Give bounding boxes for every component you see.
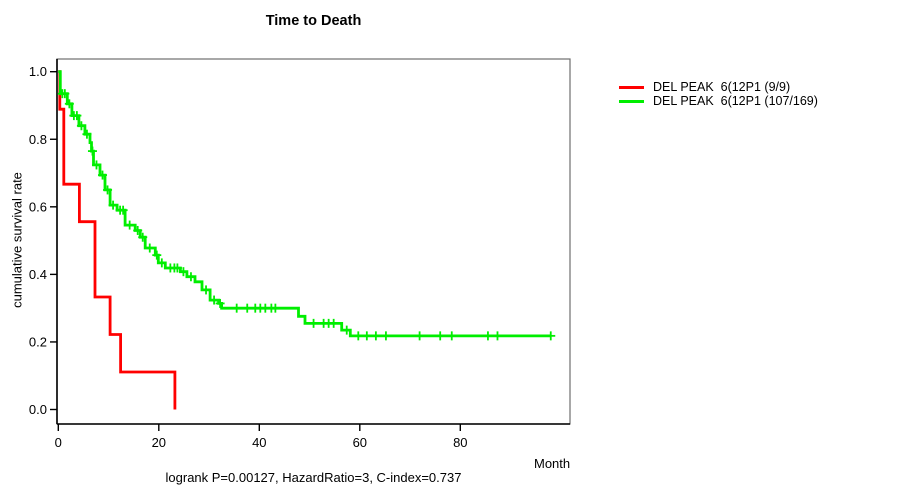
survival-curve-1 [58, 70, 177, 410]
chart-title: Time to Death [265, 13, 362, 29]
y-tick-label: 0.6 [29, 199, 47, 214]
legend-label: DEL PEAK 6(12P1 (107/169) [653, 94, 818, 108]
x-tick-label: 60 [353, 435, 367, 450]
y-tick-label: 0.8 [29, 132, 47, 147]
legend-item: DEL PEAK 6(12P1 (9/9) [619, 80, 818, 94]
x-tick-label: 0 [55, 435, 62, 450]
legend-label: DEL PEAK 6(12P1 (9/9) [653, 80, 791, 94]
x-tick-label: 80 [453, 435, 467, 450]
y-axis-label: cumulative survival rate [9, 172, 25, 308]
plot-box [56, 58, 571, 425]
x-tick-label: 20 [152, 435, 166, 450]
legend: DEL PEAK 6(12P1 (9/9) DEL PEAK 6(12P1 (1… [619, 80, 818, 108]
x-tick-label: 40 [252, 435, 266, 450]
legend-swatch-green-line [619, 99, 644, 103]
y-tick-label: 0.2 [29, 334, 47, 349]
y-tick-label: 0.4 [29, 267, 47, 282]
y-tick-label: 0.0 [29, 402, 47, 417]
survival-curve-2 [58, 70, 551, 338]
legend-item: DEL PEAK 6(12P1 (107/169) [619, 94, 818, 108]
statistics-annotation: logrank P=0.00127, HazardRatio=3, C-inde… [165, 470, 462, 485]
legend-swatch-red-line [619, 85, 644, 89]
x-axis-label: Month [534, 456, 571, 471]
y-tick-label: 1.0 [29, 64, 47, 79]
